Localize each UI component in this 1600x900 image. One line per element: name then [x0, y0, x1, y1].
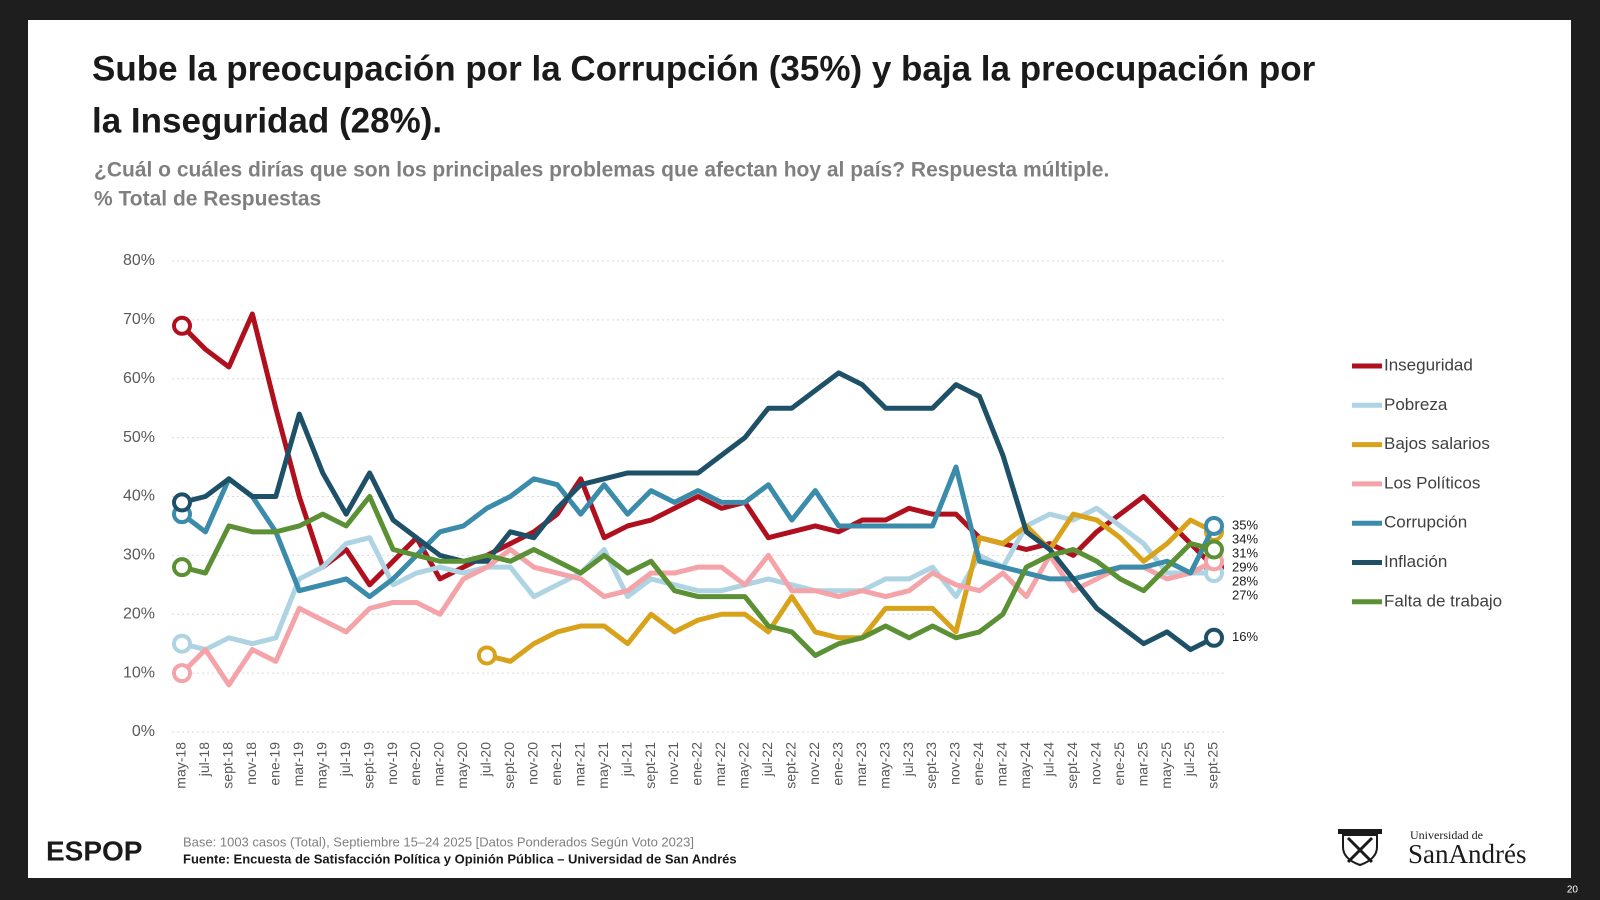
x-tick-label: jul-19: [337, 742, 353, 777]
x-tick-label: nov-24: [1087, 742, 1103, 785]
series-line: [179, 494, 1217, 658]
end-marker: [172, 492, 192, 513]
page-number: 20: [1567, 885, 1579, 896]
x-tick-label: jul-22: [759, 742, 775, 777]
x-tick-label: mar-23: [853, 742, 869, 787]
end-value-label: 31%: [1232, 545, 1258, 560]
end-value-label: 16%: [1232, 629, 1258, 644]
y-tick-label: 80%: [123, 252, 155, 269]
x-tick-label: sept-21: [642, 742, 658, 789]
x-tick-label: sept-22: [783, 742, 799, 789]
end-value-label: 27%: [1232, 587, 1258, 602]
x-tick-label: nov-22: [806, 742, 822, 785]
end-value-label: 35%: [1232, 517, 1258, 532]
university-name: SanAndrés: [1408, 839, 1526, 869]
end-value-label: 29%: [1232, 559, 1258, 574]
x-tick-label: jul-21: [618, 742, 634, 777]
legend-label: Corrupción: [1384, 513, 1467, 532]
x-tick-label: may-19: [313, 742, 329, 789]
end-marker: [172, 633, 192, 654]
x-tick-label: mar-24: [994, 742, 1010, 787]
end-value-label: 28%: [1232, 573, 1258, 588]
title-line: la Inseguridad (28%).: [92, 101, 442, 140]
end-marker: [1204, 539, 1224, 560]
x-tick-label: mar-21: [571, 742, 587, 787]
x-tick-label: sept-18: [220, 742, 236, 789]
x-tick-label: ene-25: [1111, 742, 1127, 786]
y-tick-label: 10%: [123, 664, 155, 681]
x-tick-label: nov-23: [947, 742, 963, 785]
x-tick-label: may-24: [1017, 742, 1033, 789]
x-tick-label: jul-18: [196, 742, 212, 777]
legend-label: Bajos salarios: [1384, 434, 1490, 453]
series-line: [484, 511, 1217, 664]
y-tick-label: 50%: [123, 429, 155, 446]
legend-label: Pobreza: [1384, 395, 1448, 414]
x-tick-label: nov-19: [384, 742, 400, 785]
slide-background: [28, 20, 1571, 878]
x-tick-label: sept-19: [360, 742, 376, 789]
x-tick-label: may-25: [1158, 742, 1174, 789]
end-marker: [476, 645, 497, 666]
legend-label: Inseguridad: [1384, 355, 1473, 374]
x-tick-label: may-22: [736, 742, 752, 789]
x-tick-label: nov-18: [243, 742, 259, 785]
x-tick-label: ene-22: [689, 742, 705, 786]
x-tick-label: sept-25: [1205, 742, 1221, 789]
x-tick-label: may-20: [454, 742, 470, 789]
x-tick-label: jul-24: [1041, 742, 1057, 777]
end-marker: [1204, 627, 1224, 648]
series-line: [179, 505, 1217, 653]
x-tick-label: ene-24: [970, 742, 986, 786]
x-tick-label: ene-19: [267, 742, 283, 786]
x-tick-label: mar-22: [712, 742, 728, 787]
x-tick-label: may-21: [595, 742, 611, 789]
legend-label: Los Políticos: [1384, 473, 1480, 492]
title-line: Sube la preocupación por la Corrupción (…: [92, 49, 1316, 88]
series-line: [179, 370, 1217, 653]
x-tick-label: jul-25: [1181, 742, 1197, 777]
y-tick-label: 0%: [132, 723, 155, 740]
x-tick-label: may-23: [876, 742, 892, 789]
footer-source: Fuente: Encuesta de Satisfacción Polític…: [183, 851, 737, 866]
legend-label: Falta de trabajo: [1384, 591, 1502, 610]
series-line: [179, 546, 1217, 688]
end-marker: [172, 663, 192, 684]
series-line: [179, 464, 1217, 600]
legend-label: Inflación: [1384, 552, 1447, 571]
x-tick-label: ene-21: [548, 742, 564, 786]
espop-logo: ESPOP: [46, 835, 142, 866]
y-tick-label: 20%: [123, 605, 155, 622]
x-tick-label: nov-21: [665, 742, 681, 785]
y-tick-label: 40%: [123, 488, 155, 505]
x-tick-label: sept-24: [1064, 742, 1080, 789]
subtitle: ¿Cuál o cuáles dirías que son los princi…: [94, 159, 1109, 182]
y-tick-label: 30%: [123, 547, 155, 564]
x-tick-label: ene-23: [829, 742, 845, 786]
y-tick-label: 70%: [123, 311, 155, 328]
x-tick-label: mar-25: [1134, 742, 1150, 787]
x-tick-label: sept-23: [923, 742, 939, 789]
x-tick-label: mar-19: [290, 742, 306, 787]
x-tick-label: jul-23: [900, 742, 916, 777]
university-small: Universidad de: [1410, 828, 1483, 842]
x-tick-label: jul-20: [478, 742, 494, 777]
end-value-label: 34%: [1232, 531, 1258, 546]
x-tick-label: nov-20: [525, 742, 541, 785]
footer-base: Base: 1003 casos (Total), Septiembre 15–…: [183, 834, 694, 849]
subtitle: % Total de Respuestas: [94, 188, 321, 211]
university-crest: [1338, 829, 1382, 867]
x-tick-label: may-18: [173, 742, 189, 789]
end-marker: [172, 315, 192, 336]
end-marker: [172, 557, 192, 578]
end-marker: [1204, 515, 1224, 536]
x-tick-label: mar-20: [431, 742, 447, 787]
y-tick-label: 60%: [123, 370, 155, 387]
x-tick-label: ene-20: [407, 742, 423, 786]
x-tick-label: sept-20: [501, 742, 517, 789]
